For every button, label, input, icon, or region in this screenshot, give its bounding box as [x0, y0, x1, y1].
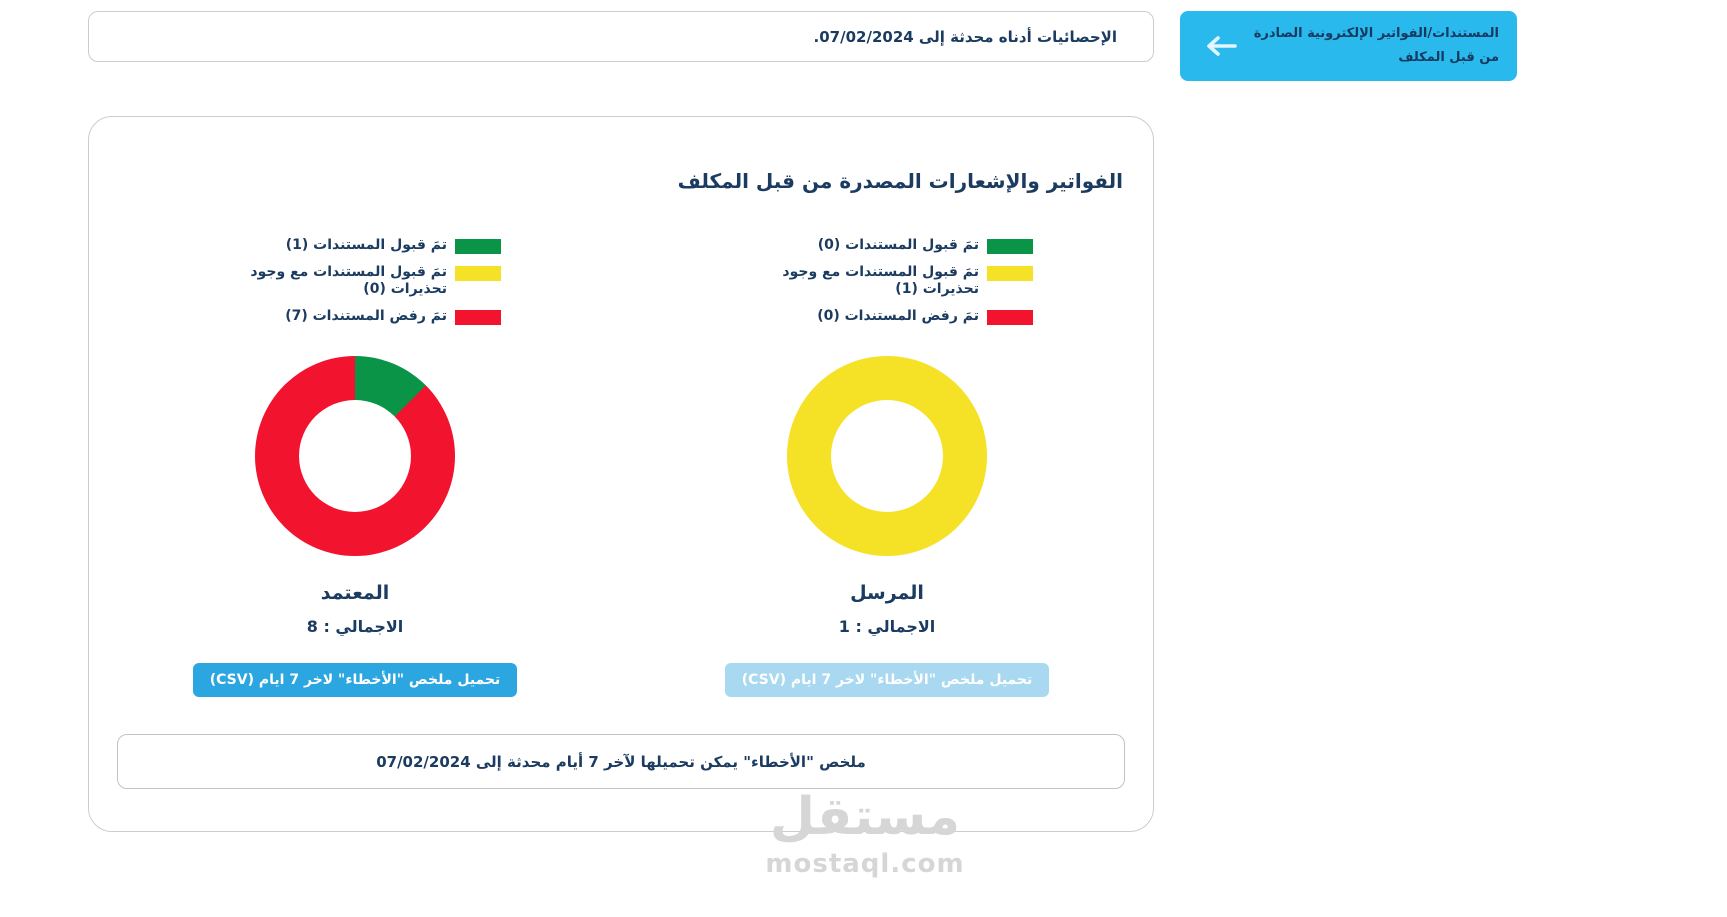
chart-total-sent: الاجمالي : 1	[838, 617, 936, 636]
legend-item-rejected: تمَ رفض المستندات (0)	[741, 308, 1033, 326]
donut-chart-sent	[787, 356, 987, 556]
legend-color-warnings-icon	[455, 265, 501, 281]
download-errors-csv-button-sent: تحميل ملخص "الأخطاء" لاخر 7 ايام (CSV)	[724, 663, 1050, 697]
watermark-latin: mostaql.com	[765, 848, 965, 879]
documents-invoices-nav-button[interactable]: المستندات/الفواتير الإلكترونية الصادرة م…	[1180, 11, 1517, 81]
legend-item-accepted: تمَ قبول المستندات (0)	[741, 237, 1033, 255]
legend-item-accepted-warnings: تمَ قبول المستندات مع وجود تحذيرات (0)	[209, 264, 501, 299]
stats-updated-text: الإحصائيات أدناه محدثة إلى 07/02/2024.	[813, 27, 1117, 46]
legend-sent: تمَ قبول المستندات (0) تمَ قبول المستندا…	[741, 237, 1033, 334]
donut-chart-approved	[255, 356, 455, 556]
chart-total-approved: الاجمالي : 8	[306, 617, 404, 636]
errors-summary-note: ملخص "الأخطاء" يمكن تحميلها لآخر 7 أيام …	[117, 734, 1125, 789]
nav-button-label: المستندات/الفواتير الإلكترونية الصادرة م…	[1253, 25, 1499, 65]
errors-summary-text: ملخص "الأخطاء" يمكن تحميلها لآخر 7 أيام …	[376, 752, 866, 771]
card-title: الفواتير والإشعارات المصدرة من قبل المكل…	[677, 169, 1123, 193]
legend-label-rejected: تمَ رفض المستندات (7)	[285, 307, 447, 324]
legend-label-accepted-warnings: تمَ قبول المستندات مع وجود تحذيرات (1)	[782, 263, 979, 298]
chart-name-approved: المعتمد	[320, 582, 390, 604]
legend-item-accepted-warnings: تمَ قبول المستندات مع وجود تحذيرات (1)	[741, 264, 1033, 299]
legend-label-accepted: تمَ قبول المستندات (0)	[817, 237, 979, 253]
legend-color-accepted-icon	[987, 239, 1033, 254]
legend-label-rejected: تمَ رفض المستندات (0)	[817, 307, 979, 324]
legend-item-rejected: تمَ رفض المستندات (7)	[209, 308, 501, 326]
legend-label-accepted: تمَ قبول المستندات (1)	[285, 237, 447, 253]
chart-column-approved: تمَ قبول المستندات (1) تمَ قبول المستندا…	[89, 237, 621, 697]
legend-color-rejected-icon	[455, 309, 501, 325]
download-errors-csv-button-approved[interactable]: تحميل ملخص "الأخطاء" لاخر 7 ايام (CSV)	[192, 663, 518, 697]
legend-label-accepted-warnings: تمَ قبول المستندات مع وجود تحذيرات (0)	[250, 263, 447, 298]
stats-updated-note: الإحصائيات أدناه محدثة إلى 07/02/2024.	[88, 11, 1154, 62]
charts-row: تمَ قبول المستندات (0) تمَ قبول المستندا…	[89, 237, 1153, 697]
legend-color-warnings-icon	[987, 265, 1033, 281]
chart-column-sent: تمَ قبول المستندات (0) تمَ قبول المستندا…	[621, 237, 1153, 697]
legend-color-rejected-icon	[987, 309, 1033, 325]
legend-approved: تمَ قبول المستندات (1) تمَ قبول المستندا…	[209, 237, 501, 334]
legend-color-accepted-icon	[455, 239, 501, 254]
invoices-notifications-card: الفواتير والإشعارات المصدرة من قبل المكل…	[88, 116, 1154, 832]
chart-name-sent: المرسل	[850, 582, 924, 604]
back-arrow-icon	[1202, 34, 1238, 58]
legend-item-accepted: تمَ قبول المستندات (1)	[209, 237, 501, 255]
